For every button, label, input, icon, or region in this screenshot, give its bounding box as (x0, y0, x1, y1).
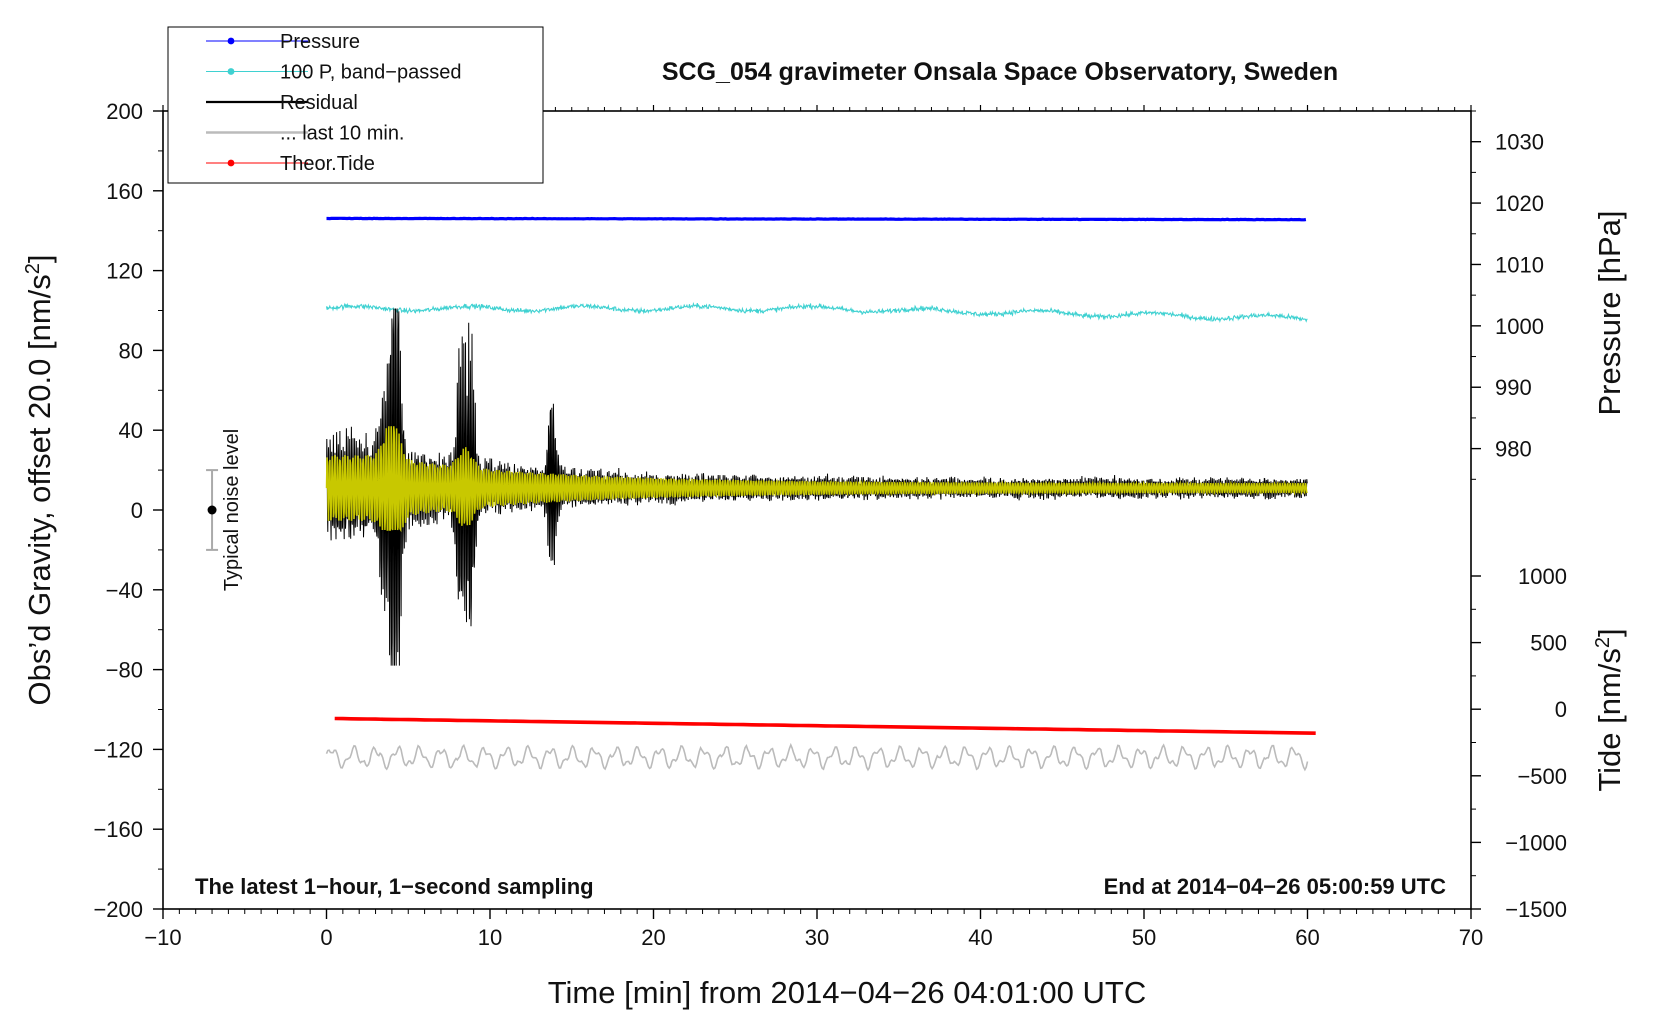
tide-axis-label-superscript: 2 (1592, 637, 1614, 648)
legend-label: Theor.Tide (280, 153, 375, 175)
series-band-passed (325, 301, 1308, 323)
x-axis-label: Time [min] from 2014−04−26 04:01:00 UTC (548, 975, 1147, 1010)
x-tick-label: 30 (805, 925, 829, 950)
pressure-tick-label: 980 (1495, 437, 1532, 462)
legend-marker (227, 37, 235, 45)
legend-box (167, 26, 544, 184)
legend-label: 100 P, band−passed (280, 62, 461, 84)
series-residual-lowpassed (325, 426, 1308, 533)
noise-bar-label: Typical noise level (221, 429, 243, 591)
x-tick-label: 0 (320, 925, 332, 950)
pressure-tick-label: 1020 (1495, 191, 1544, 216)
tide-tick-label: 1000 (1518, 564, 1567, 589)
legend: Pressure 100 P, band−passed Residual ... la… (167, 26, 544, 184)
plot-area: −10 0 10 20 30 40 50 60 70 −200−160−120−80−40040… (93, 99, 1567, 950)
pressure-axis-label: Pressure [hPa] (1592, 210, 1627, 415)
legend-label: ... last 10 min. (280, 123, 405, 145)
x-tick-label: 50 (1132, 925, 1156, 950)
legend-label: Residual (280, 92, 358, 114)
x-tick-label: 40 (968, 925, 992, 950)
y-tick-label: −160 (93, 817, 143, 842)
y-tick-label: 80 (119, 338, 143, 363)
legend-marker (227, 68, 235, 75)
tide-axis-label-main: Tide [nm/s (1592, 648, 1627, 792)
y-tick-label: 200 (106, 99, 143, 124)
tide-tick-label: 0 (1555, 697, 1567, 722)
x-axis-ticks: −10 0 10 20 30 40 50 60 70 (144, 105, 1483, 950)
y-tick-label: 40 (119, 418, 143, 443)
legend-marker (227, 159, 235, 167)
legend-label: Pressure (280, 31, 360, 53)
series-residual (326, 308, 1308, 666)
tide-tick-label: −500 (1517, 764, 1567, 789)
y-tick-label: 0 (131, 498, 143, 523)
y-tick-label: 160 (106, 179, 143, 204)
pressure-tick-label: 990 (1495, 375, 1532, 400)
noise-bar-center (207, 505, 217, 515)
tide-tick-label: 500 (1530, 631, 1567, 656)
series-last-10-min (325, 742, 1309, 772)
y-axis-label-main: Obs’d Gravity, offset 20.0 [nm/s (22, 274, 57, 705)
y-axis-label-close: ] (22, 254, 57, 263)
x-tick-label: −10 (144, 925, 181, 950)
series-theor-tide (334, 716, 1316, 735)
pressure-tick-label: 1030 (1495, 130, 1544, 155)
x-tick-label: 10 (478, 925, 502, 950)
tide-axis-label: Tide [nm/s2] (1592, 628, 1627, 791)
chart-title: SCG_054 gravimeter Onsala Space Observat… (662, 58, 1338, 86)
series-pressure (326, 216, 1307, 222)
tide-tick-label: −1500 (1505, 897, 1567, 922)
right-axis-ticks: 980 990 1000 1010 1020 1030 −1500 −1000 −500 0 500… (1471, 110, 1567, 922)
pressure-tick-label: 1010 (1495, 252, 1544, 277)
x-tick-label: 70 (1459, 925, 1483, 950)
y-tick-label: −200 (93, 897, 143, 922)
annotation-latest-hour: The latest 1−hour, 1−second sampling (195, 874, 594, 899)
pressure-tick-label: 1000 (1495, 314, 1544, 339)
y-tick-label: −80 (106, 658, 143, 683)
annotation-end-time: End at 2014−04−26 05:00:59 UTC (1104, 874, 1447, 899)
series-layer (325, 216, 1316, 772)
noise-level-bar: Typical noise level (206, 429, 243, 591)
y-tick-label: −40 (106, 578, 143, 603)
x-tick-label: 60 (1295, 925, 1319, 950)
x-tick-label: 20 (641, 925, 665, 950)
y-axis-label: Obs’d Gravity, offset 20.0 [nm/s2] (22, 254, 57, 705)
y-tick-label: 120 (106, 259, 143, 284)
y-axis-ticks: −200 −160 −120 −80 −40 0 40 80 120 160 200 (93, 99, 163, 922)
tide-tick-label: −1000 (1505, 830, 1567, 855)
y-tick-label: −120 (93, 737, 143, 762)
y-axis-label-superscript: 2 (22, 263, 44, 274)
tide-axis-label-close: ] (1592, 628, 1627, 637)
